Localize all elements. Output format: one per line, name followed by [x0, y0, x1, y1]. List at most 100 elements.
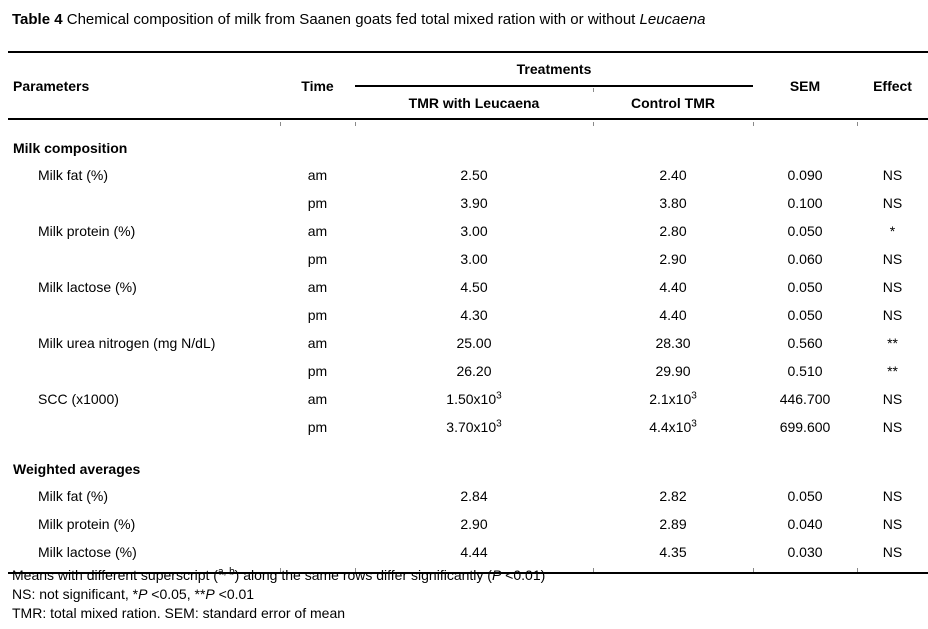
column-border-tick [857, 122, 858, 126]
column-border-tick [593, 88, 594, 92]
cell-tmr-with-leucaena: 2.84 [460, 488, 488, 504]
header-parameters: Parameters [8, 52, 280, 120]
cell-parameter: Milk fat (%) [38, 488, 108, 504]
cell-control-tmr: 4.40 [659, 307, 687, 323]
cell-parameter: Milk fat (%) [38, 167, 108, 183]
cell-tmr-with-leucaena: 25.00 [456, 335, 492, 351]
table-row: pm 3.00 2.90 0.060 NS [8, 245, 928, 273]
section-label: Milk composition [13, 140, 128, 156]
header-effect: Effect [857, 52, 928, 120]
table-header: Parameters Time Treatments SEM Effect TM… [8, 52, 928, 120]
cell-tmr-with-leucaena: 4.30 [460, 307, 488, 323]
cell-sem: 0.510 [787, 363, 823, 379]
cell-parameter: Milk lactose (%) [38, 279, 137, 295]
cell-control-tmr: 4.35 [659, 544, 687, 560]
cell-effect: NS [882, 195, 903, 211]
table-row: Milk lactose (%) am 4.50 4.40 0.050 NS [8, 273, 928, 301]
cell-tmr-with-leucaena: 3.90 [460, 195, 488, 211]
cell-tmr-with-leucaena: 2.90 [460, 516, 488, 532]
cell-tmr-with-leucaena: 2.50 [460, 167, 488, 183]
table-row: Milk lactose (%) 4.44 4.35 0.030 NS [8, 538, 928, 573]
cell-effect: NS [882, 544, 903, 560]
section-row: Weighted averages [8, 441, 928, 482]
cell-time: am [307, 167, 328, 183]
cell-effect: * [889, 223, 896, 239]
cell-time: am [307, 391, 328, 407]
cell-control-tmr: 4.40 [659, 279, 687, 295]
cell-parameter: Milk protein (%) [38, 516, 136, 532]
column-border-tick [857, 568, 858, 572]
column-border-tick [753, 568, 754, 572]
cell-effect: NS [882, 391, 903, 407]
milk-composition-table: Parameters Time Treatments SEM Effect TM… [8, 51, 928, 574]
cell-control-tmr: 2.1x103 [649, 390, 697, 407]
header-control-tmr: Control TMR [593, 86, 754, 120]
cell-tmr-with-leucaena: 3.00 [460, 223, 488, 239]
section-label: Weighted averages [13, 461, 141, 477]
footnote-line: Means with different superscript (a, b) … [12, 566, 546, 583]
column-border-tick [355, 568, 356, 572]
cell-tmr-with-leucaena: 4.44 [460, 544, 488, 560]
cell-time: am [307, 335, 328, 351]
header-tmr-with-leucaena: TMR with Leucaena [355, 86, 593, 120]
table-wrapper: Parameters Time Treatments SEM Effect TM… [8, 51, 928, 574]
footnote-line: TMR: total mixed ration. SEM: standard e… [12, 605, 346, 621]
cell-tmr-with-leucaena: 3.70x103 [446, 418, 502, 435]
cell-effect: NS [882, 307, 903, 323]
cell-tmr-with-leucaena: 1.50x103 [446, 390, 502, 407]
cell-effect: NS [882, 251, 903, 267]
cell-time: am [307, 223, 328, 239]
table-row: pm 3.70x103 4.4x103 699.600 NS [8, 413, 928, 441]
cell-parameter [8, 245, 280, 273]
cell-tmr-with-leucaena: 3.00 [460, 251, 488, 267]
cell-effect: NS [882, 516, 903, 532]
cell-sem: 0.050 [787, 279, 823, 295]
cell-time: pm [307, 363, 328, 379]
cell-time: am [307, 279, 328, 295]
cell-sem: 0.050 [787, 307, 823, 323]
cell-effect: NS [882, 488, 903, 504]
cell-control-tmr: 2.82 [659, 488, 687, 504]
cell-tmr-with-leucaena: 26.20 [456, 363, 492, 379]
cell-control-tmr: 4.4x103 [649, 418, 697, 435]
cell-tmr-with-leucaena: 4.50 [460, 279, 488, 295]
table-row: Milk protein (%) am 3.00 2.80 0.050 * [8, 217, 928, 245]
cell-effect: ** [887, 363, 898, 379]
cell-sem: 0.040 [787, 516, 823, 532]
cell-time: pm [307, 419, 328, 435]
footnote-line: NS: not significant, *P <0.05, **P <0.01 [12, 586, 255, 602]
cell-control-tmr: 2.89 [659, 516, 687, 532]
cell-time: pm [307, 195, 328, 211]
cell-parameter: SCC (x1000) [38, 391, 119, 407]
cell-parameter: Milk lactose (%) [38, 544, 137, 560]
cell-sem: 0.090 [787, 167, 823, 183]
footnotes: Means with different superscript (a, b) … [12, 566, 922, 623]
table-row: Milk fat (%) am 2.50 2.40 0.090 NS [8, 161, 928, 189]
cell-time: pm [307, 307, 328, 323]
column-border-tick [593, 122, 594, 126]
table-row: pm 26.20 29.90 0.510 ** [8, 357, 928, 385]
table-row: pm 3.90 3.80 0.100 NS [8, 189, 928, 217]
column-border-tick [280, 568, 281, 572]
column-border-tick [593, 568, 594, 572]
cell-effect: ** [887, 335, 898, 351]
cell-parameter: Milk urea nitrogen (mg N/dL) [38, 335, 216, 351]
cell-effect: NS [882, 279, 903, 295]
cell-sem: 0.050 [787, 488, 823, 504]
cell-control-tmr: 2.90 [659, 251, 687, 267]
table-caption: Table 4 Chemical composition of milk fro… [12, 11, 706, 28]
cell-sem: 0.060 [787, 251, 823, 267]
cell-time [280, 510, 355, 538]
cell-sem: 0.100 [787, 195, 823, 211]
cell-sem: 699.600 [779, 419, 831, 435]
cell-control-tmr: 28.30 [655, 335, 691, 351]
table-row: Milk protein (%) 2.90 2.89 0.040 NS [8, 510, 928, 538]
cell-effect: NS [882, 167, 903, 183]
table-row: SCC (x1000) am 1.50x103 2.1x103 446.700 NS [8, 385, 928, 413]
cell-time [280, 482, 355, 510]
table-body: Milk composition Milk fat (%) am 2.50 2.40 0.… [8, 119, 928, 573]
cell-control-tmr: 29.90 [655, 363, 691, 379]
cell-control-tmr: 2.40 [659, 167, 687, 183]
cell-control-tmr: 3.80 [659, 195, 687, 211]
